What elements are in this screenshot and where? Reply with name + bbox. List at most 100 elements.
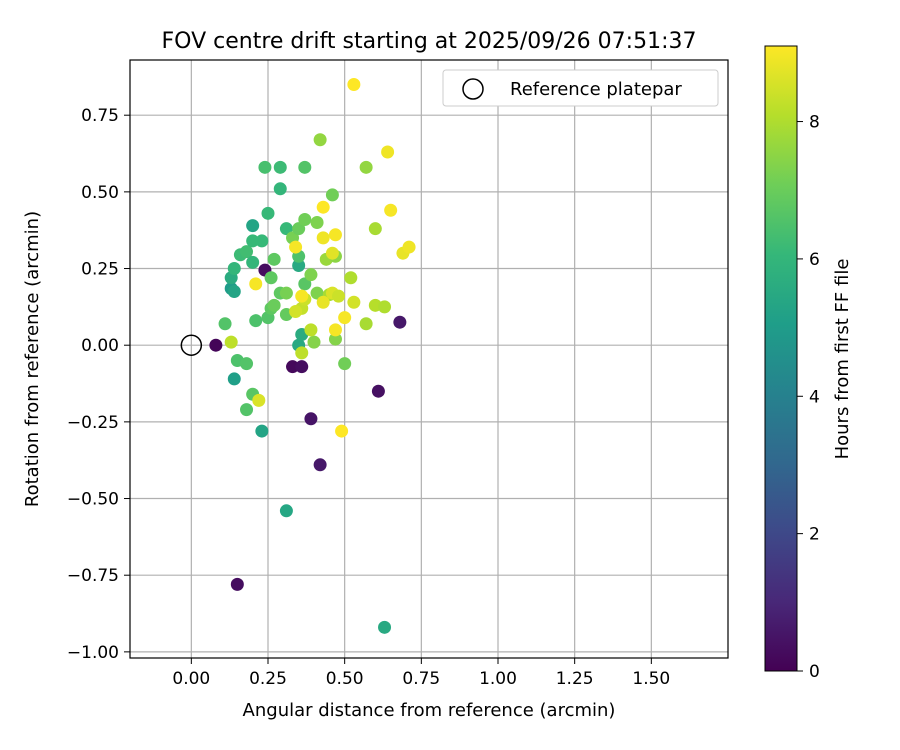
x-axis-label: Angular distance from reference (arcmin) xyxy=(243,700,616,721)
data-point xyxy=(298,160,312,174)
data-point xyxy=(384,203,398,217)
legend: Reference platepar xyxy=(442,69,719,107)
data-point xyxy=(273,160,287,174)
data-point xyxy=(261,206,275,220)
y-tick-label: 0.50 xyxy=(81,183,119,203)
colorbar-label: Hours from first FF file xyxy=(832,259,853,460)
data-point xyxy=(252,393,266,407)
grid-lines xyxy=(130,60,728,658)
data-point xyxy=(249,314,263,328)
data-point xyxy=(298,212,312,226)
colorbar-tick-label: 8 xyxy=(809,113,820,133)
data-point xyxy=(393,315,407,329)
data-point xyxy=(316,231,330,245)
data-points xyxy=(209,78,416,634)
data-point xyxy=(209,338,223,352)
colorbar-ticks: 0 2 4 6 8 xyxy=(797,113,820,682)
data-point xyxy=(316,295,330,309)
y-tick-label: 0.25 xyxy=(81,260,119,280)
data-point xyxy=(240,403,254,417)
data-point xyxy=(304,323,318,337)
y-tick-label: −1.00 xyxy=(67,643,119,663)
data-point xyxy=(279,222,293,236)
data-point xyxy=(378,620,392,634)
x-tick-label: 0.25 xyxy=(249,669,287,689)
data-point xyxy=(218,317,232,331)
data-point xyxy=(286,360,300,374)
data-point xyxy=(378,300,392,314)
y-axis-label: Rotation from reference (arcmin) xyxy=(22,211,43,507)
data-point xyxy=(249,277,263,291)
data-point xyxy=(359,160,373,174)
data-point xyxy=(279,286,293,300)
colorbar: 0 2 4 6 8 Hours from first FF file xyxy=(764,45,853,682)
colorbar-tick-label: 6 xyxy=(809,250,820,270)
data-point xyxy=(295,289,309,303)
data-point xyxy=(313,133,327,147)
y-tick-label: −0.50 xyxy=(67,490,119,510)
data-point xyxy=(279,504,293,518)
data-point xyxy=(310,216,324,230)
data-point xyxy=(258,160,272,174)
data-point xyxy=(292,222,306,236)
colorbar-tick-label: 0 xyxy=(809,662,820,682)
data-point xyxy=(227,285,241,299)
data-point xyxy=(371,384,385,398)
data-point xyxy=(298,277,312,291)
data-point xyxy=(338,357,352,371)
data-point xyxy=(347,295,361,309)
data-point xyxy=(267,252,281,266)
data-point xyxy=(240,357,254,371)
plot-frame xyxy=(129,59,729,659)
data-point xyxy=(227,372,241,386)
data-point xyxy=(310,286,324,300)
data-point xyxy=(246,255,260,269)
data-point xyxy=(292,258,306,272)
data-point xyxy=(295,346,309,360)
data-point xyxy=(328,323,342,337)
data-point xyxy=(304,412,318,426)
y-axis-ticks: 0.75 0.50 0.25 0.00 −0.25 −0.50 −0.75 −1.00 xyxy=(67,106,130,663)
y-tick-label: −0.25 xyxy=(67,413,119,433)
legend-label: Reference platepar xyxy=(510,79,682,100)
data-point xyxy=(344,271,358,285)
colorbar-gradient xyxy=(764,45,798,672)
y-tick-label: 0.75 xyxy=(81,106,119,126)
data-point xyxy=(295,360,309,374)
data-point xyxy=(240,245,254,259)
data-point xyxy=(264,271,278,285)
data-point xyxy=(289,240,303,254)
data-point xyxy=(224,335,238,349)
data-point xyxy=(338,311,352,325)
x-tick-label: 0.75 xyxy=(402,669,440,689)
data-point xyxy=(246,219,260,233)
data-point xyxy=(255,424,269,438)
x-tick-label: 1.50 xyxy=(632,669,670,689)
data-point xyxy=(316,200,330,214)
reference-point-marker xyxy=(180,334,203,356)
legend-marker xyxy=(462,78,484,100)
x-tick-label: 0.50 xyxy=(326,669,364,689)
data-point xyxy=(402,240,416,254)
colorbar-tick-label: 2 xyxy=(809,525,820,545)
x-tick-label: 1.00 xyxy=(479,669,517,689)
legend-box xyxy=(442,69,719,107)
data-point xyxy=(246,234,260,248)
data-point xyxy=(230,577,244,591)
x-axis-ticks: 0.00 0.25 0.50 0.75 1.00 1.25 1.50 xyxy=(172,658,670,689)
data-point xyxy=(325,188,339,202)
data-point xyxy=(255,234,269,248)
data-point xyxy=(313,458,327,472)
x-tick-label: 0.00 xyxy=(172,669,210,689)
y-tick-label: 0.00 xyxy=(81,336,119,356)
data-point xyxy=(289,304,303,318)
data-point xyxy=(368,222,382,236)
chart-title: FOV centre drift starting at 2025/09/26 … xyxy=(162,29,697,54)
data-point xyxy=(335,424,349,438)
x-tick-label: 1.25 xyxy=(556,669,594,689)
data-point xyxy=(381,145,395,159)
data-point xyxy=(304,268,318,282)
data-point xyxy=(227,262,241,276)
